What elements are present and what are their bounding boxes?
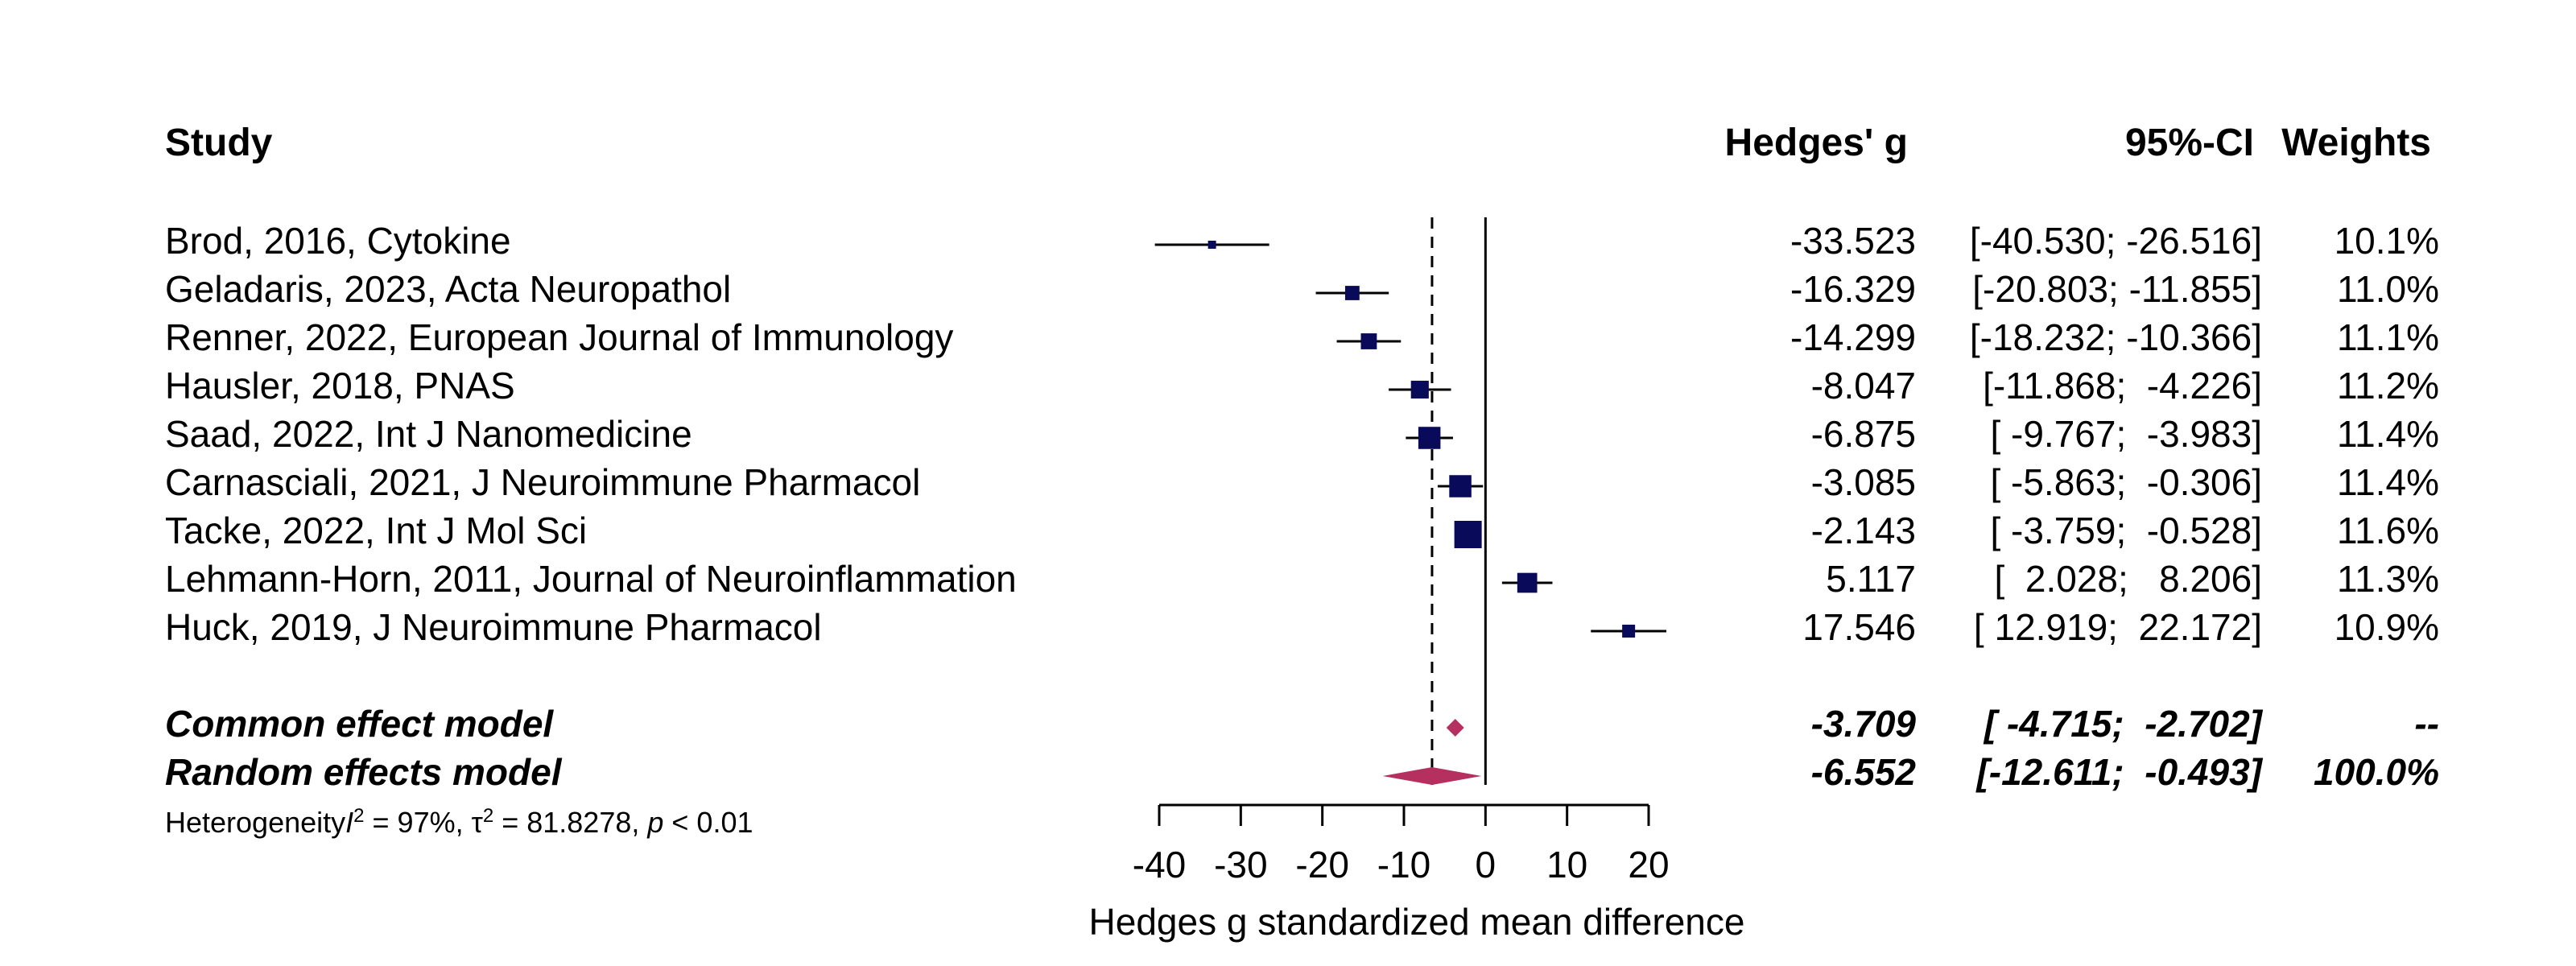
i2-superscript: 2 [353, 805, 365, 827]
study-effect: 5.117 [1826, 558, 1916, 600]
header-hedges-g: Hedges' g [1724, 122, 1908, 164]
study-effect: -14.299 [1790, 316, 1916, 358]
tau-symbol: τ [471, 806, 483, 839]
study-effect: -8.047 [1810, 365, 1916, 407]
model-weight: -- [2414, 703, 2439, 745]
x-tick-label: -20 [1295, 844, 1348, 886]
heterogeneity-statistics: HeterogeneityI2 = 97%, τ2 = 81.8278, p <… [165, 805, 753, 840]
model-label: Common effect model [165, 703, 554, 745]
model-effect: -3.709 [1810, 703, 1916, 745]
study-ci: [ -3.759; -0.528] [1990, 510, 2262, 551]
i2-value: = 97%, [364, 806, 472, 839]
header-study: Study [165, 122, 273, 164]
study-label: Tacke, 2022, Int J Mol Sci [165, 510, 588, 551]
study-label: Brod, 2016, Cytokine [165, 220, 511, 262]
x-tick-label: -30 [1214, 844, 1267, 886]
study-ci: [-11.868; -4.226] [1983, 365, 2262, 407]
study-label: Lehmann-Horn, 2011, Journal of Neuroinfl… [165, 558, 1017, 600]
heterogeneity-prefix: Heterogeneity [165, 806, 346, 839]
x-tick-label: -10 [1377, 844, 1430, 886]
study-effect-square [1418, 427, 1441, 449]
study-effect: -16.329 [1790, 268, 1916, 310]
study-ci: [ 2.028; 8.206] [1994, 558, 2262, 600]
header-weights: Weights [2281, 122, 2431, 164]
study-label: Saad, 2022, Int J Nanomedicine [165, 413, 692, 455]
study-weight: 11.4% [2336, 413, 2439, 455]
header-95-ci: 95%-CI [2124, 122, 2254, 164]
study-effect: -3.085 [1810, 461, 1916, 503]
tau-value: = 81.8278, [493, 806, 648, 839]
pooled-effect-diamond [1382, 767, 1482, 785]
study-effect-square [1344, 286, 1360, 300]
study-effect-square [1517, 572, 1538, 593]
study-label: Hausler, 2018, PNAS [165, 365, 515, 407]
study-ci: [-40.530; -26.516] [1969, 220, 2262, 262]
x-tick-label: 10 [1546, 844, 1587, 886]
study-label: Geladaris, 2023, Acta Neuropathol [165, 268, 732, 310]
x-tick-label: -40 [1133, 844, 1186, 886]
study-ci: [ -5.863; -0.306] [1990, 461, 2262, 503]
study-weight: 11.1% [2336, 316, 2439, 358]
model-ci: [-12.611; -0.493] [1976, 751, 2262, 793]
i2-symbol: I [345, 806, 354, 839]
pooled-effect-diamond [1446, 719, 1464, 737]
study-weight: 11.6% [2336, 510, 2439, 551]
study-ci: [-18.232; -10.366] [1969, 316, 2262, 358]
tau-superscript: 2 [482, 805, 494, 827]
study-label: Huck, 2019, J Neuroimmune Pharmacol [165, 606, 822, 648]
study-effect-square [1454, 521, 1482, 548]
study-weight: 10.9% [2334, 606, 2439, 648]
study-ci: [-20.803; -11.855] [1972, 268, 2262, 310]
study-ci: [ 12.919; 22.172] [1973, 606, 2262, 648]
study-weight: 11.0% [2336, 268, 2439, 310]
model-weight: 100.0% [2313, 751, 2439, 793]
study-effect-square [1360, 333, 1377, 349]
study-label: Renner, 2022, European Journal of Immuno… [165, 316, 954, 358]
study-effect: -2.143 [1810, 510, 1916, 551]
study-label: Carnasciali, 2021, J Neuroimmune Pharmac… [165, 461, 921, 503]
p-symbol: p [647, 806, 664, 839]
x-tick-label: 0 [1476, 844, 1496, 886]
model-effect: -6.552 [1810, 751, 1916, 793]
study-effect-square [1208, 241, 1216, 249]
x-axis-label: Hedges g standardized mean difference [1088, 901, 1745, 943]
study-weight: 11.3% [2336, 558, 2439, 600]
model-ci: [ -4.715; -2.702] [1984, 703, 2262, 745]
study-effect-square [1622, 624, 1636, 638]
study-effect-square [1449, 475, 1472, 497]
study-weight: 11.4% [2336, 461, 2439, 503]
study-effect: -6.875 [1810, 413, 1916, 455]
p-value: < 0.01 [663, 806, 753, 839]
x-tick-label: 20 [1628, 844, 1669, 886]
study-effect: 17.546 [1802, 606, 1916, 648]
study-effect-square [1410, 380, 1429, 399]
study-effect: -33.523 [1790, 220, 1916, 262]
study-weight: 11.2% [2336, 365, 2439, 407]
study-weight: 10.1% [2334, 220, 2439, 262]
study-ci: [ -9.767; -3.983] [1990, 413, 2262, 455]
model-label: Random effects model [165, 751, 562, 793]
